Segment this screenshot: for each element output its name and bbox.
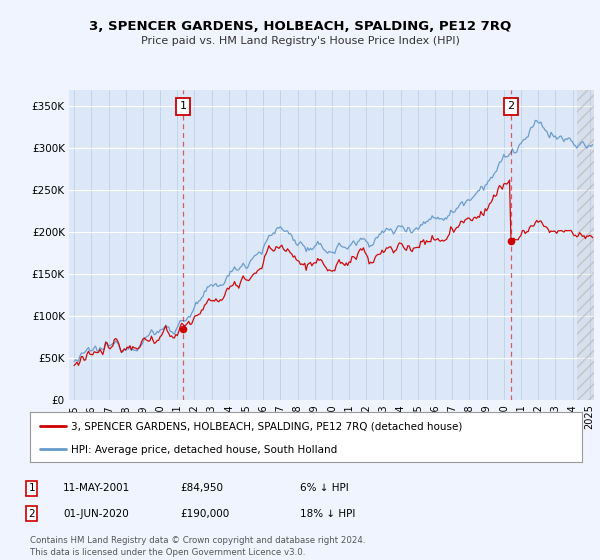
Text: 1: 1 [179,101,187,111]
Bar [577,90,598,400]
Text: 3, SPENCER GARDENS, HOLBEACH, SPALDING, PE12 7RQ: 3, SPENCER GARDENS, HOLBEACH, SPALDING, … [89,20,511,32]
Text: £190,000: £190,000 [180,508,229,519]
Text: Contains HM Land Registry data © Crown copyright and database right 2024.
This d: Contains HM Land Registry data © Crown c… [30,536,365,557]
Text: 3, SPENCER GARDENS, HOLBEACH, SPALDING, PE12 7RQ (detached house): 3, SPENCER GARDENS, HOLBEACH, SPALDING, … [71,422,463,432]
Text: 1: 1 [28,483,35,493]
Text: HPI: Average price, detached house, South Holland: HPI: Average price, detached house, Sout… [71,445,338,455]
Bar [577,90,598,400]
Text: Price paid vs. HM Land Registry's House Price Index (HPI): Price paid vs. HM Land Registry's House … [140,36,460,46]
Text: £84,950: £84,950 [180,483,223,493]
Text: 2: 2 [508,101,515,111]
Text: 11-MAY-2001: 11-MAY-2001 [63,483,130,493]
Text: 18% ↓ HPI: 18% ↓ HPI [300,508,355,519]
Text: 01-JUN-2020: 01-JUN-2020 [63,508,129,519]
Text: 2: 2 [28,508,35,519]
Text: 6% ↓ HPI: 6% ↓ HPI [300,483,349,493]
